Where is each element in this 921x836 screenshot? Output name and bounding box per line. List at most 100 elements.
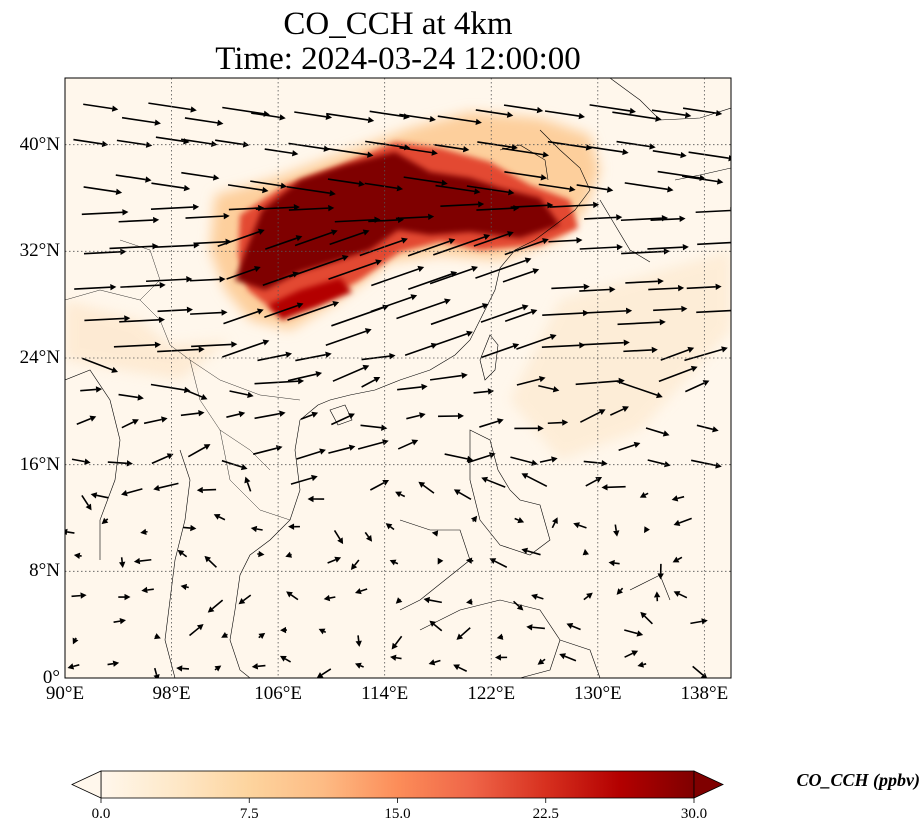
wind-arrow — [328, 444, 356, 454]
wind-arrow — [502, 268, 540, 283]
wind-arrow — [437, 557, 444, 565]
wind-arrow — [475, 257, 532, 279]
wind-arrow — [428, 659, 441, 666]
wind-arrow — [190, 309, 228, 316]
wind-arrow — [502, 147, 550, 158]
wind-arrow — [470, 515, 478, 523]
wind-arrow — [83, 186, 123, 196]
wind-arrow — [479, 418, 504, 428]
wind-arrow — [257, 550, 265, 558]
wind-arrow — [72, 637, 79, 645]
wind-arrow — [624, 182, 674, 193]
lon-tick-label: 98°E — [152, 683, 191, 704]
wind-arrow — [551, 283, 590, 291]
wind-arrow — [385, 523, 395, 531]
wind-arrow — [453, 664, 468, 672]
wind-arrow — [673, 591, 688, 599]
wind-arrow — [496, 633, 504, 640]
wind-arrow — [286, 185, 336, 197]
wind-arrow — [583, 460, 608, 467]
wind-arrow — [672, 556, 683, 563]
wind-arrow — [223, 308, 264, 325]
wind-arrow — [181, 138, 218, 148]
wind-arrow — [582, 548, 589, 556]
wind-arrow — [403, 176, 448, 187]
wind-arrow — [489, 558, 508, 568]
wind-arrow — [81, 495, 92, 511]
wind-arrow — [369, 480, 390, 491]
wind-arrow — [148, 102, 197, 113]
wind-arrow — [185, 212, 230, 220]
wind-arrow — [83, 103, 119, 112]
wind-arrow — [396, 298, 451, 320]
wind-arrow — [120, 281, 166, 289]
wind-arrow — [696, 309, 731, 314]
wind-arrow — [229, 390, 254, 398]
wind-arrow — [618, 441, 641, 452]
wind-arrow — [692, 665, 708, 678]
wind-arrow — [697, 241, 731, 246]
wind-arrow — [71, 458, 91, 465]
wind-arrow — [682, 107, 723, 117]
wind-arrow — [150, 203, 200, 211]
colorbar-tick-label: 0.0 — [91, 806, 111, 822]
wind-arrow — [589, 104, 636, 115]
wind-arrow — [538, 183, 576, 193]
wind-arrow — [440, 201, 485, 208]
co-plume-southern-streak — [268, 278, 352, 320]
lat-tick-label: 8°N — [29, 560, 60, 582]
wind-arrow — [526, 624, 545, 631]
wind-arrow — [177, 549, 188, 558]
wind-arrow — [559, 653, 577, 662]
wind-arrow — [221, 632, 228, 638]
wind-arrow — [196, 486, 217, 494]
wind-arrow — [609, 406, 629, 416]
wind-arrow — [250, 525, 263, 533]
wind-arrow — [333, 529, 344, 545]
wind-arrow — [82, 357, 119, 373]
wind-arrow — [328, 259, 382, 280]
wind-arrow — [684, 380, 710, 393]
wind-arrow — [423, 596, 442, 604]
wind-arrow — [466, 185, 515, 196]
lat-tick-label: 0° — [42, 667, 60, 688]
wind-arrow — [318, 628, 327, 635]
wind-arrow — [71, 592, 87, 599]
wind-arrow — [647, 459, 671, 468]
wind-arrow — [691, 459, 722, 469]
wind-arrow — [521, 547, 541, 556]
lon-tick-label: 106°E — [254, 683, 302, 704]
wind-arrow — [286, 591, 299, 601]
wind-arrow — [296, 448, 326, 460]
wind-vectors — [65, 102, 731, 678]
wind-arrow — [180, 583, 189, 591]
colorbar-tick-label: 30.0 — [680, 806, 708, 822]
wind-arrow — [538, 384, 560, 393]
wind-arrow — [327, 556, 342, 564]
colorbar-tick-label: 7.5 — [239, 806, 259, 822]
lon-tick-label: 122°E — [467, 683, 516, 704]
wind-arrow — [207, 599, 224, 613]
lon-tick-label: 130°E — [573, 683, 622, 704]
wind-arrow — [176, 665, 190, 672]
wind-arrow — [360, 424, 388, 431]
wind-arrow — [645, 427, 670, 437]
wind-arrow — [285, 551, 293, 558]
wind-arrow — [504, 238, 549, 256]
wind-arrow — [430, 330, 473, 348]
wind-arrow — [141, 586, 154, 594]
wind-arrow — [521, 473, 548, 488]
wind-arrow — [481, 476, 506, 488]
wind-arrow — [644, 526, 650, 534]
wind-arrow — [623, 346, 658, 354]
wind-arrow — [576, 184, 614, 193]
coastlines — [65, 78, 731, 678]
wind-arrow — [361, 352, 396, 361]
wind-arrow — [616, 587, 624, 595]
wind-arrow — [217, 228, 265, 248]
wind-arrow — [80, 386, 103, 393]
wind-arrow — [181, 171, 220, 181]
wind-arrow — [407, 238, 456, 257]
wind-arrow — [325, 328, 372, 347]
co-haze-east — [510, 250, 731, 460]
